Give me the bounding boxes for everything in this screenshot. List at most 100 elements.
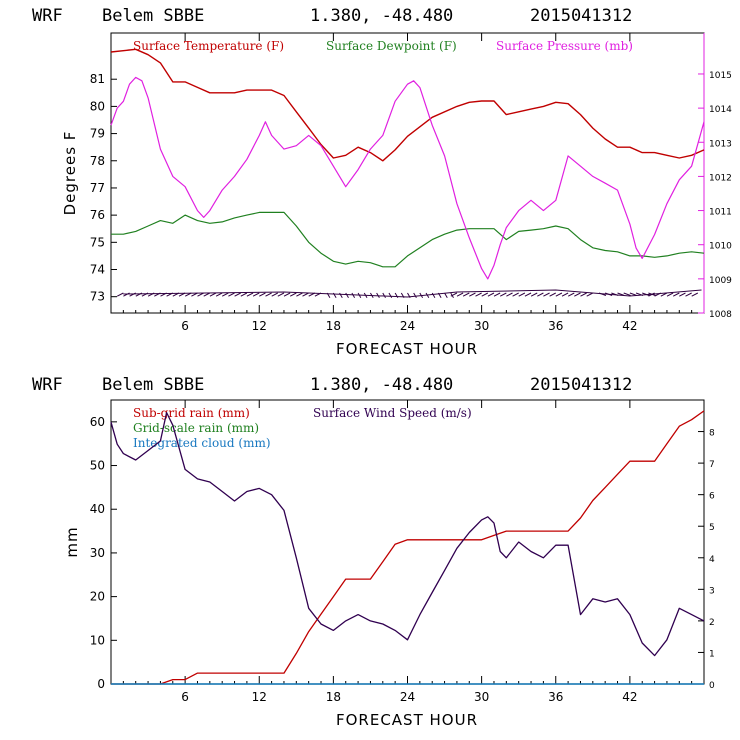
x-tick-label: 36 — [548, 690, 563, 704]
series-line-surface-wind-speed-m-s — [110, 411, 705, 657]
top-y-axis-right: 1008 1009 1010 1011 1012 1013 1014 1015 — [698, 71, 732, 320]
wind-barb — [586, 292, 594, 297]
wind-barb — [487, 292, 495, 297]
wind-barb — [382, 292, 386, 298]
y-tick-label: 50 — [90, 459, 105, 473]
y-tick-label: 78 — [90, 154, 105, 168]
legend-temperature: Surface Temperature (F) — [133, 39, 284, 53]
wind-barb — [666, 292, 674, 297]
wind-barb — [351, 292, 356, 298]
y2-tick-label: 1 — [709, 649, 715, 659]
wind-barb — [475, 292, 482, 297]
y2-tick-label: 1012 — [709, 173, 732, 183]
wind-barb — [672, 292, 680, 297]
wind-barb — [240, 292, 248, 297]
top-header-model: WRF — [32, 6, 63, 26]
y-tick-label: 30 — [90, 546, 105, 560]
wind-barb — [252, 292, 260, 297]
y-tick-label: 76 — [90, 208, 105, 222]
wind-barb-baseline — [123, 289, 702, 298]
y2-tick-label: 1014 — [709, 105, 732, 115]
y2-tick-label: 1015 — [709, 71, 732, 81]
x-tick-label: 12 — [252, 690, 267, 704]
y-tick-label: 20 — [90, 590, 105, 604]
y2-tick-label: 5 — [709, 523, 715, 533]
wind-barb — [506, 292, 513, 297]
wind-barb — [512, 292, 519, 297]
top-y-axis-label: Degrees F — [61, 131, 79, 216]
wind-barb — [234, 292, 241, 297]
wind-barb — [524, 292, 532, 297]
wind-barb — [413, 292, 417, 298]
wind-barb — [493, 292, 501, 297]
legend-wind-speed: Surface Wind Speed (m/s) — [313, 406, 472, 420]
legend-integrated-cloud: Integrated cloud (mm) — [133, 436, 271, 450]
y2-tick-label: 8 — [709, 429, 715, 439]
wind-barb — [469, 292, 476, 297]
y-tick-label: 81 — [90, 72, 105, 86]
top-x-axis: 6 12 18 24 30 36 42 — [122, 33, 693, 333]
wind-barb — [431, 292, 436, 298]
y-tick-label: 77 — [90, 181, 105, 195]
y2-tick-label: 6 — [709, 492, 715, 502]
wind-barb — [289, 292, 297, 297]
wind-barb — [561, 292, 569, 297]
wind-barb — [246, 292, 254, 297]
y-tick-label: 74 — [90, 263, 105, 277]
wind-barb — [116, 292, 124, 297]
bottom-header-model: WRF — [32, 375, 63, 395]
wind-barb — [660, 292, 668, 297]
series-line-sub-grid-rain-mm — [111, 410, 705, 685]
bottom-x-axis-label: FORECAST HOUR — [336, 711, 478, 729]
wind-barb — [265, 292, 272, 297]
y2-tick-label: 4 — [709, 555, 715, 565]
x-tick-label: 42 — [622, 690, 637, 704]
wind-barb — [203, 292, 211, 297]
legend-pressure: Surface Pressure (mb) — [496, 39, 633, 53]
wind-barb — [271, 292, 279, 297]
y-tick-label: 79 — [90, 127, 105, 141]
wind-barbs-row — [116, 289, 702, 298]
legend-gridscale-rain: Grid-scale rain (mm) — [133, 421, 259, 435]
y-tick-label: 80 — [90, 99, 105, 113]
y2-tick-label: 1013 — [709, 139, 732, 149]
y2-tick-label: 1011 — [709, 208, 732, 218]
x-tick-label: 30 — [474, 690, 489, 704]
wind-barb — [685, 292, 692, 297]
x-tick-label: 18 — [326, 319, 341, 333]
top-header-datetime: 2015041312 — [530, 6, 632, 26]
wind-barb — [679, 292, 686, 297]
wind-barb — [555, 292, 563, 297]
y-tick-label: 73 — [90, 290, 105, 304]
wind-barb — [518, 292, 526, 297]
bottom-y-axis-label: mm — [63, 526, 81, 557]
wind-barb — [277, 292, 285, 297]
top-x-axis-label: FORECAST HOUR — [336, 340, 478, 358]
y2-tick-label: 1009 — [709, 276, 732, 286]
bottom-header-datetime: 2015041312 — [530, 375, 632, 395]
top-panel: WRF Belem SBBE 1.380, -48.480 2015041312… — [32, 6, 732, 358]
legend-subgrid-rain: Sub-grid rain (mm) — [133, 406, 250, 420]
wind-barb — [444, 292, 448, 298]
y2-tick-label: 0 — [709, 681, 715, 691]
x-tick-label: 6 — [181, 690, 189, 704]
y2-tick-label: 3 — [709, 586, 715, 596]
wind-barb — [221, 292, 229, 297]
wind-barb — [302, 292, 309, 297]
x-tick-label: 42 — [622, 319, 637, 333]
bottom-y-axis-right: 0 1 2 3 4 5 6 7 8 — [698, 429, 715, 691]
y-tick-label: 10 — [90, 633, 105, 647]
wind-barb — [228, 292, 235, 297]
wind-barb — [543, 292, 550, 297]
bottom-series-group — [110, 410, 705, 685]
wind-barb — [691, 292, 699, 297]
top-y-axis-left: 73 74 75 76 77 78 79 80 81 — [90, 72, 117, 304]
wind-barb — [481, 292, 489, 297]
x-tick-label: 12 — [252, 319, 267, 333]
wind-barb — [623, 292, 631, 296]
top-header-coords: 1.380, -48.480 — [310, 6, 453, 26]
x-tick-label: 30 — [474, 319, 489, 333]
top-series-group — [110, 48, 705, 280]
x-tick-label: 18 — [326, 690, 341, 704]
